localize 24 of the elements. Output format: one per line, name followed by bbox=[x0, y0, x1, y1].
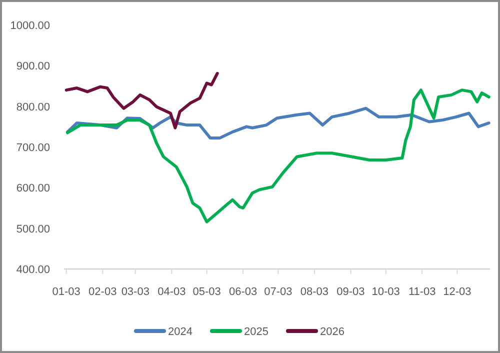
y-tick-label: 900.00 bbox=[16, 60, 50, 73]
x-tick-label: 03-03 bbox=[121, 286, 150, 298]
x-tick-label: 11-03 bbox=[408, 286, 436, 298]
x-tick-label: 01-03 bbox=[52, 286, 80, 298]
x-tick-label: 07-03 bbox=[264, 286, 292, 298]
y-tick-label: 1000.00 bbox=[10, 20, 50, 32]
legend-label: 2025 bbox=[244, 326, 268, 338]
x-tick-label: 08-03 bbox=[300, 286, 329, 298]
x-tick-label: 04-03 bbox=[158, 286, 186, 298]
y-tick-label: 800.00 bbox=[16, 101, 50, 114]
legend-label: 2026 bbox=[320, 326, 344, 338]
y-tick-label: 500.00 bbox=[16, 223, 50, 236]
y-tick-label: 400.00 bbox=[16, 264, 50, 276]
x-tick-label: 10-03 bbox=[372, 286, 400, 298]
line-series bbox=[64, 72, 219, 130]
line-series bbox=[66, 88, 490, 224]
x-tick-label: 05-03 bbox=[192, 286, 221, 298]
x-tick-label: 06-03 bbox=[228, 286, 258, 298]
x-tick-label: 02-03 bbox=[88, 286, 117, 298]
x-tick-label: 12-03 bbox=[443, 286, 472, 298]
x-tick-label: 09-03 bbox=[336, 286, 365, 298]
y-tick-label: 700.00 bbox=[16, 142, 50, 154]
y-tick-label: 600.00 bbox=[16, 182, 50, 195]
legend-label: 2024 bbox=[168, 326, 192, 338]
